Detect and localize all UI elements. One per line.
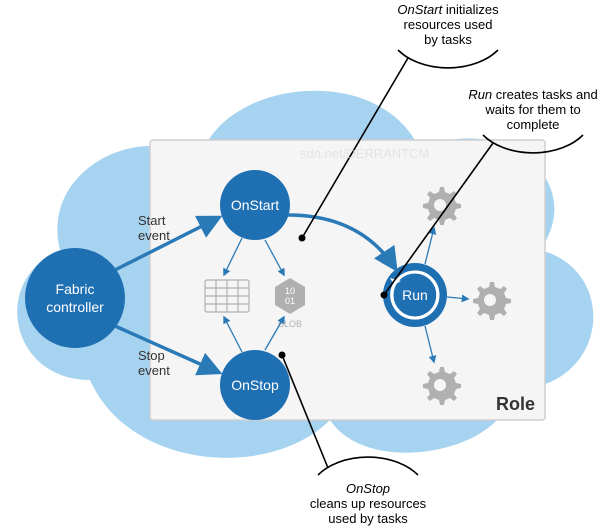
stop-event-label-1: Stop [138,348,165,363]
callout-dot-onstop [279,352,286,359]
azure-role-lifecycle-diagram: Role Fabric controller OnStart OnStop Ru… [0,0,607,530]
callout-onstart-line3: by tasks [424,32,472,47]
svg-text:01: 01 [285,296,295,306]
callout-onstart-line1: OnStart initializes [397,2,499,17]
blob-resource-icon: 10 01 BLOB [275,278,305,329]
callout-run-line2: waits for them to [484,102,580,117]
stop-event-label-2: event [138,363,170,378]
onstart-label: OnStart [231,197,279,213]
start-event-label-2: event [138,228,170,243]
start-event-label-1: Start [138,213,166,228]
gear-icon-1 [423,187,461,225]
fabric-controller-node [25,248,125,348]
callout-onstart-line2: resources used [404,17,493,32]
callout-dot-run [381,292,388,299]
callout-onstop-line2: cleans up resources [310,496,427,511]
callout-run-line1: Run creates tasks and [468,87,597,102]
run-label: Run [402,287,428,303]
svg-text:10: 10 [285,286,295,296]
gear-icon-2 [473,282,511,320]
fabric-controller-label2: controller [46,299,104,315]
callout-arc-onstop [318,457,418,475]
callout-onstop-line1: OnStop [346,481,390,496]
watermark: sdn.net/DERRANTCM [300,146,429,161]
callout-onstop-line3: used by tasks [328,511,408,526]
role-panel-label: Role [496,394,535,414]
callout-dot-onstart [299,235,306,242]
callout-arc-onstart [398,50,498,68]
fabric-controller-label: Fabric [56,281,95,297]
callout-run-line3: complete [507,117,560,132]
gear-icon-3 [423,367,461,405]
onstop-label: OnStop [231,377,279,393]
